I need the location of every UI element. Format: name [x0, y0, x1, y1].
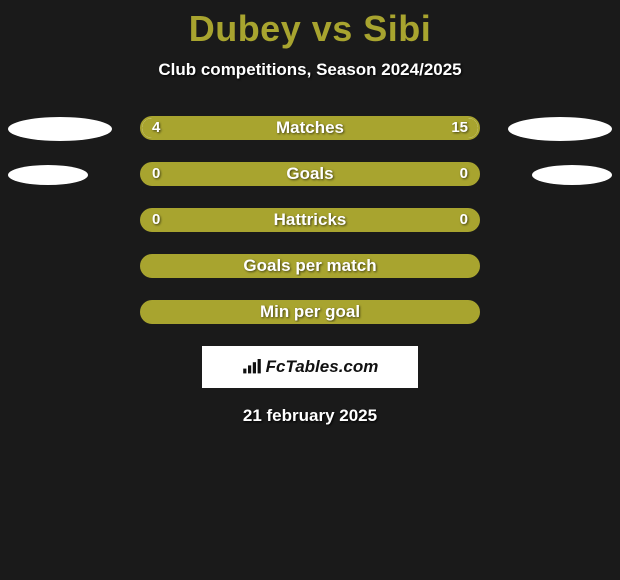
- page-root: Dubey vs Sibi Club competitions, Season …: [0, 0, 620, 580]
- stat-label: Matches: [142, 118, 478, 138]
- logo-text: FcTables.com: [266, 357, 379, 377]
- logo: FcTables.com: [242, 357, 379, 377]
- page-subtitle: Club competitions, Season 2024/2025: [0, 60, 620, 80]
- logo-box: FcTables.com: [202, 346, 418, 388]
- stat-rows: 415Matches 00Goals 00Hattricks Goals per ma…: [0, 116, 620, 326]
- page-title: Dubey vs Sibi: [0, 0, 620, 50]
- stat-bar: Goals per match: [140, 254, 480, 278]
- stat-bar: Min per goal: [140, 300, 480, 324]
- stat-bar: 00Goals: [140, 162, 480, 186]
- player-right-marker: [532, 165, 612, 185]
- stat-row: Goals per match: [0, 254, 620, 280]
- stat-label: Min per goal: [142, 302, 478, 322]
- player-right-marker: [508, 117, 612, 141]
- stat-label: Goals: [142, 164, 478, 184]
- stat-label: Goals per match: [142, 256, 478, 276]
- stat-row: 415Matches: [0, 116, 620, 142]
- stat-row: 00Goals: [0, 162, 620, 188]
- player-left-marker: [8, 117, 112, 141]
- stat-bar: 415Matches: [140, 116, 480, 140]
- bar-chart-icon: [242, 359, 262, 375]
- stat-row: 00Hattricks: [0, 208, 620, 234]
- stat-label: Hattricks: [142, 210, 478, 230]
- date-label: 21 february 2025: [0, 406, 620, 426]
- player-left-marker: [8, 165, 88, 185]
- stat-row: Min per goal: [0, 300, 620, 326]
- stat-bar: 00Hattricks: [140, 208, 480, 232]
